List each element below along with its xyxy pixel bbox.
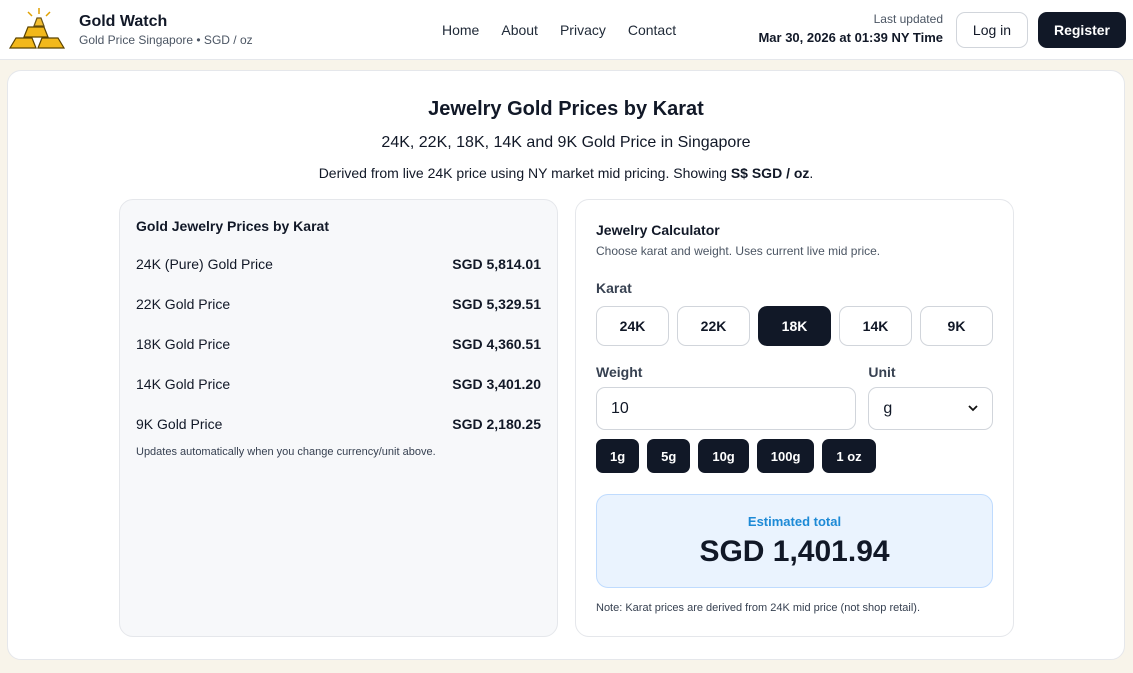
last-updated: Last updated Mar 30, 2026 at 01:39 NY Ti… [758,12,943,45]
total-label: Estimated total [747,514,842,529]
description: Derived from live 24K price using NY mar… [8,165,1124,181]
calc-note: Note: Karat prices are derived from 24K … [596,602,921,614]
text: Derived from live 24K price using NY mar… [318,165,731,181]
karat-button[interactable]: 18K [758,306,831,346]
price: SGD 3,401.20 [452,376,541,392]
karat-button[interactable]: 14K [839,306,912,346]
panel-title: Gold Jewelry Prices by Karat [136,218,329,234]
price-row: 24K (Pure) Gold Price SGD 5,814.01 [136,244,541,284]
nav-link[interactable]: Contact [627,22,677,38]
label: 24K (Pure) Gold Price [136,256,273,272]
footnote: Updates automatically when you change cu… [136,446,436,458]
unit-bold: S$ SGD / oz [730,165,810,181]
karat-group: 24K 22K 18K 14K 9K [596,306,993,346]
price: SGD 2,180.25 [452,416,541,432]
brand[interactable]: Gold Watch [79,13,168,30]
title: Jewelry Gold Prices by Karat [428,98,704,120]
price: SGD 5,814.01 [452,256,541,272]
register-button[interactable]: Register [1038,12,1126,48]
main-card: Jewelry Gold Prices by Karat 24K, 22K, 1… [7,70,1125,660]
subtitle: 24K, 22K, 18K, 14K and 9K Gold Price in … [381,134,751,151]
unit-value: g [883,399,893,417]
logo [8,8,66,49]
total-box: Estimated total SGD 1,401.94 [596,494,993,588]
nav: Home About Privacy Contact [442,22,676,38]
weight-field: Weight 10 [596,364,857,430]
nav-link[interactable]: Privacy [559,22,606,38]
label: 18K Gold Price [136,336,231,352]
label: 9K Gold Price [136,416,223,432]
preset-group: 1g 5g 10g 100g 1 oz [596,439,993,473]
price-row: 18K Gold Price SGD 4,360.51 [136,324,541,364]
preset-button[interactable]: 1 oz [822,439,876,473]
unit-label: Unit [868,364,896,380]
nav-link[interactable]: Home [442,22,480,38]
header: Gold Watch Gold Price Singapore • SGD / … [0,0,1133,60]
preset-button[interactable]: 100g [756,439,815,473]
price-row: 14K Gold Price SGD 3,401.20 [136,364,541,404]
prices-panel: Gold Jewelry Prices by Karat 24K (Pure) … [119,199,558,637]
karat-button[interactable]: 9K [920,306,993,346]
weight-label: Weight [596,364,643,380]
calc-title: Jewelry Calculator [596,222,720,238]
calculator-panel: Jewelry Calculator Choose karat and weig… [575,199,1014,637]
weight-input[interactable]: 10 [596,387,857,430]
calc-subtitle: Choose karat and weight. Uses current li… [596,244,881,258]
preset-button[interactable]: 1g [596,439,640,473]
total-value: SGD 1,401.94 [699,535,890,568]
unit-select[interactable]: g [868,387,993,430]
label: 22K Gold Price [136,296,231,312]
label: 14K Gold Price [136,376,231,392]
tagline: Gold Price Singapore • SGD / oz [79,33,253,47]
chevron [968,405,978,412]
karat-button[interactable]: 24K [596,306,669,346]
updated-label: Last updated [873,12,943,26]
preset-button[interactable]: 5g [647,439,691,473]
price-row: 9K Gold Price SGD 2,180.25 [136,404,541,444]
login-button[interactable]: Log in [956,12,1028,48]
weight-row: Weight 10 Unit g [596,364,993,430]
price: SGD 5,329.51 [452,296,541,312]
price: SGD 4,360.51 [452,336,541,352]
preset-button[interactable]: 10g [698,439,749,473]
karat-button[interactable]: 22K [677,306,750,346]
nav-link[interactable]: About [501,22,538,38]
price-row: 22K Gold Price SGD 5,329.51 [136,284,541,324]
text: . [809,165,814,181]
updated-time: Mar 30, 2026 at 01:39 NY Time [758,30,943,45]
karat-label: Karat [596,280,632,296]
unit-field: Unit g [868,364,993,430]
